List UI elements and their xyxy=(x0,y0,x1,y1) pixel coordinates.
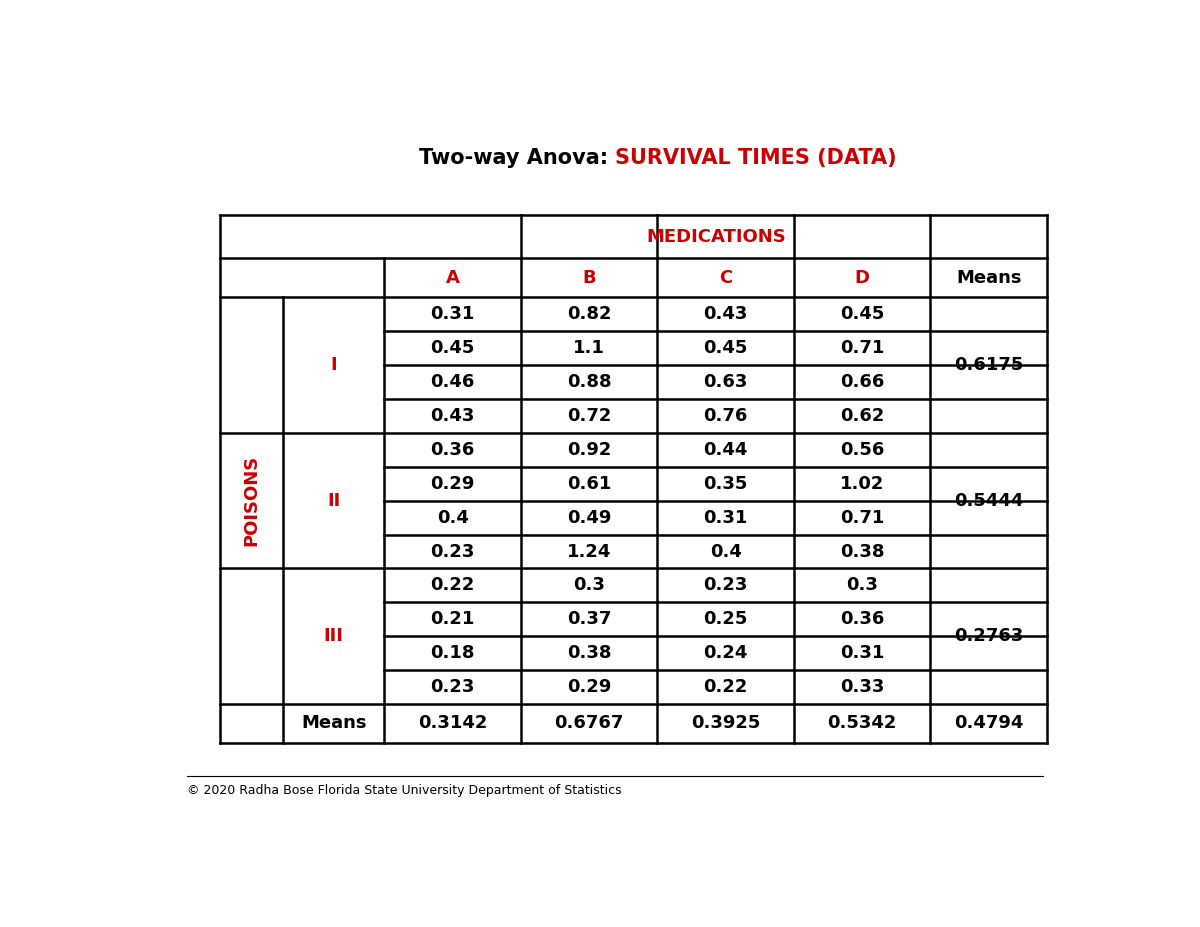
Text: 0.76: 0.76 xyxy=(703,407,748,425)
Text: 0.45: 0.45 xyxy=(703,339,748,357)
Text: 0.49: 0.49 xyxy=(566,509,611,527)
Text: 0.6175: 0.6175 xyxy=(954,356,1024,375)
Text: 0.45: 0.45 xyxy=(431,339,475,357)
Text: 0.4: 0.4 xyxy=(437,509,468,527)
Text: I: I xyxy=(330,356,337,375)
Text: 0.38: 0.38 xyxy=(566,644,611,662)
Text: SURVIVAL TIMES (DATA): SURVIVAL TIMES (DATA) xyxy=(616,147,896,168)
Text: 0.63: 0.63 xyxy=(703,374,748,391)
Text: Means: Means xyxy=(301,715,366,732)
Text: 0.3: 0.3 xyxy=(574,577,605,594)
Text: 0.43: 0.43 xyxy=(703,305,748,324)
Text: 0.29: 0.29 xyxy=(431,475,475,493)
Text: MEDICATIONS: MEDICATIONS xyxy=(646,228,786,246)
Text: 0.4794: 0.4794 xyxy=(954,715,1024,732)
Text: 0.33: 0.33 xyxy=(840,678,884,696)
Text: 0.37: 0.37 xyxy=(566,610,611,629)
Text: Two-way Anova:: Two-way Anova: xyxy=(419,147,616,168)
Text: 0.3925: 0.3925 xyxy=(691,715,761,732)
Text: Means: Means xyxy=(956,269,1021,287)
Text: 1.1: 1.1 xyxy=(574,339,605,357)
Text: 0.6767: 0.6767 xyxy=(554,715,624,732)
Text: 0.71: 0.71 xyxy=(840,509,884,527)
Text: 0.18: 0.18 xyxy=(431,644,475,662)
Text: 0.62: 0.62 xyxy=(840,407,884,425)
Text: 0.23: 0.23 xyxy=(703,577,748,594)
Text: 0.23: 0.23 xyxy=(431,678,475,696)
Text: D: D xyxy=(854,269,870,287)
Text: 0.45: 0.45 xyxy=(840,305,884,324)
Text: 0.21: 0.21 xyxy=(431,610,475,629)
Text: POISONS: POISONS xyxy=(242,455,260,546)
Text: 1.02: 1.02 xyxy=(840,475,884,493)
Text: 0.35: 0.35 xyxy=(703,475,748,493)
Text: 0.36: 0.36 xyxy=(840,610,884,629)
Text: 0.22: 0.22 xyxy=(703,678,748,696)
Text: II: II xyxy=(328,491,341,510)
Text: 1.24: 1.24 xyxy=(566,542,611,561)
Text: 0.24: 0.24 xyxy=(703,644,748,662)
Text: 0.4: 0.4 xyxy=(709,542,742,561)
Text: C: C xyxy=(719,269,732,287)
Text: 0.46: 0.46 xyxy=(431,374,475,391)
Text: A: A xyxy=(445,269,460,287)
Text: 0.23: 0.23 xyxy=(431,542,475,561)
Text: 0.92: 0.92 xyxy=(566,441,611,459)
Text: B: B xyxy=(582,269,596,287)
Text: 0.88: 0.88 xyxy=(566,374,612,391)
Text: 0.72: 0.72 xyxy=(566,407,611,425)
Text: 0.3142: 0.3142 xyxy=(418,715,487,732)
Text: 0.2763: 0.2763 xyxy=(954,628,1024,645)
Text: 0.5444: 0.5444 xyxy=(954,491,1024,510)
Text: 0.66: 0.66 xyxy=(840,374,884,391)
Text: 0.3: 0.3 xyxy=(846,577,878,594)
Text: 0.56: 0.56 xyxy=(840,441,884,459)
Text: 0.31: 0.31 xyxy=(431,305,475,324)
Text: 0.36: 0.36 xyxy=(431,441,475,459)
Text: 0.82: 0.82 xyxy=(566,305,611,324)
Text: 0.22: 0.22 xyxy=(431,577,475,594)
Text: III: III xyxy=(324,628,343,645)
Text: 0.38: 0.38 xyxy=(840,542,884,561)
Text: 0.31: 0.31 xyxy=(703,509,748,527)
Text: 0.44: 0.44 xyxy=(703,441,748,459)
Text: © 2020 Radha Bose Florida State University Department of Statistics: © 2020 Radha Bose Florida State Universi… xyxy=(187,783,622,796)
Text: 0.43: 0.43 xyxy=(431,407,475,425)
Text: 0.25: 0.25 xyxy=(703,610,748,629)
Text: 0.61: 0.61 xyxy=(566,475,611,493)
Text: 0.5342: 0.5342 xyxy=(828,715,896,732)
Text: 0.31: 0.31 xyxy=(840,644,884,662)
Text: 0.71: 0.71 xyxy=(840,339,884,357)
Text: 0.29: 0.29 xyxy=(566,678,611,696)
